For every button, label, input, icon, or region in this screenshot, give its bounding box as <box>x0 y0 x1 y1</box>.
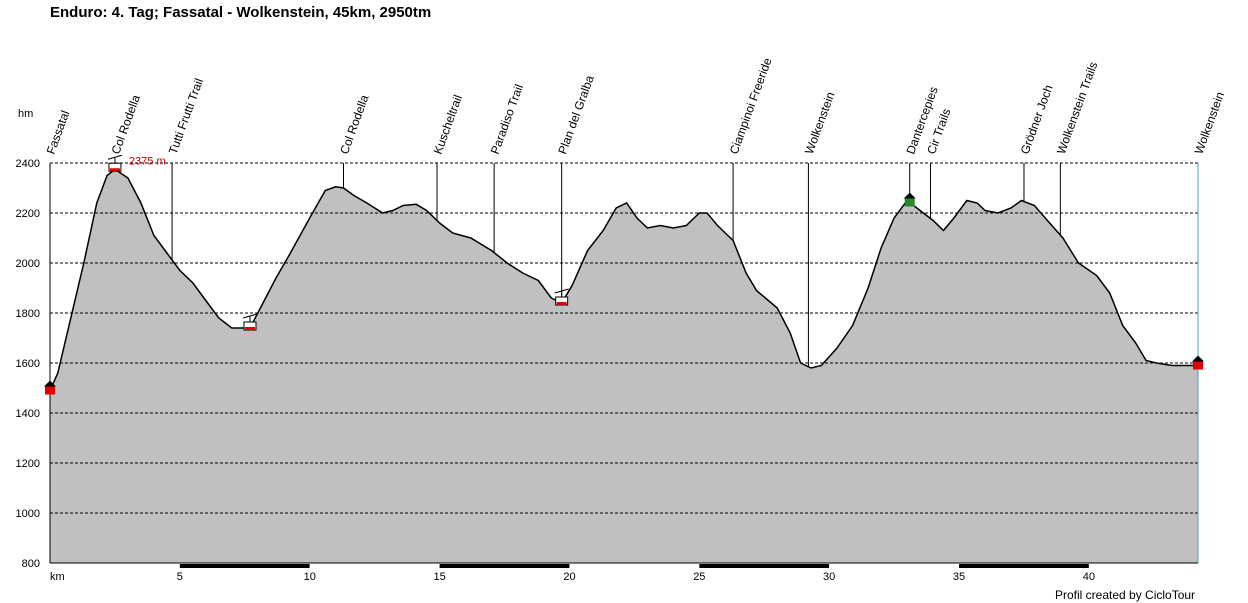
x-axis-segment <box>569 564 700 568</box>
chart-title: Enduro: 4. Tag; Fassatal - Wolkenstein, … <box>50 4 432 21</box>
x-axis-segment <box>309 564 440 568</box>
waypoint-label: Col Rodella <box>337 93 371 156</box>
gondola-icon <box>107 154 123 172</box>
y-tick-label: 1400 <box>16 408 40 420</box>
home-roof-icon <box>44 380 56 387</box>
home-roof-icon <box>1192 355 1204 362</box>
waypoint-label: Wolkenstein Trails <box>1054 60 1100 156</box>
y-tick-label: 2000 <box>16 258 40 270</box>
home-body-icon <box>904 198 915 207</box>
max-elevation-label: 2375 m <box>129 155 166 167</box>
waypoint-label: Paradiso Trail <box>488 82 526 156</box>
x-tick-label: 30 <box>823 571 835 583</box>
x-axis-segment <box>179 564 310 568</box>
waypoint-label: Plan del Gralba <box>555 73 597 156</box>
x-axis-segment <box>50 564 180 568</box>
x-axis-segment <box>1088 564 1198 568</box>
gondola-base-icon <box>556 302 567 305</box>
x-axis-label: km <box>50 571 65 583</box>
waypoint-label: Ciampinoi Freeride <box>727 56 775 156</box>
y-tick-label: 2400 <box>16 158 40 170</box>
x-tick-label: 15 <box>433 571 445 583</box>
gondola-icon <box>554 288 569 306</box>
y-tick-label: 1800 <box>16 308 40 320</box>
x-tick-label: 35 <box>953 571 965 583</box>
home-body-icon <box>45 386 55 395</box>
waypoint-label: Col Rodella <box>109 93 143 156</box>
y-tick-label: 1000 <box>16 508 40 520</box>
y-tick-label: 1600 <box>16 358 40 370</box>
home-roof-icon <box>903 192 916 199</box>
x-axis-segment <box>439 564 570 568</box>
home-green-icon <box>903 192 916 207</box>
y-tick-label: 2200 <box>16 208 40 220</box>
profile-area <box>50 169 1198 564</box>
home-red-icon <box>1192 355 1204 370</box>
x-axis-segment <box>959 564 1089 568</box>
waypoint-label: Tutti Frutti Trail <box>166 76 206 156</box>
waypoint-label: Grödner Joch <box>1018 83 1056 156</box>
waypoint-label: Fassatal <box>44 109 73 156</box>
waypoint-label: Kuscheltrail <box>431 93 465 156</box>
waypoint-label: Wolkenstein <box>1192 90 1227 156</box>
x-tick-label: 20 <box>563 571 575 583</box>
x-axis-segment <box>829 564 960 568</box>
x-tick-label: 40 <box>1083 571 1095 583</box>
gondola-base-icon <box>244 327 255 330</box>
x-axis-segment <box>699 564 830 568</box>
y-tick-label: 1200 <box>16 458 40 470</box>
x-tick-label: 25 <box>693 571 705 583</box>
gondola-base-icon <box>109 168 120 172</box>
gondola-icon <box>242 313 258 331</box>
credit-text: Profil created by CicloTour <box>1055 588 1196 602</box>
profile-line <box>49 168 1198 391</box>
home-red-icon <box>44 380 56 395</box>
x-tick-label: 5 <box>177 571 183 583</box>
waypoint-label: Wolkenstein <box>802 90 837 156</box>
home-body-icon <box>1193 361 1203 370</box>
y-axis-label: hm <box>18 108 33 120</box>
x-tick-label: 10 <box>304 571 316 583</box>
y-tick-label: 800 <box>22 558 40 570</box>
